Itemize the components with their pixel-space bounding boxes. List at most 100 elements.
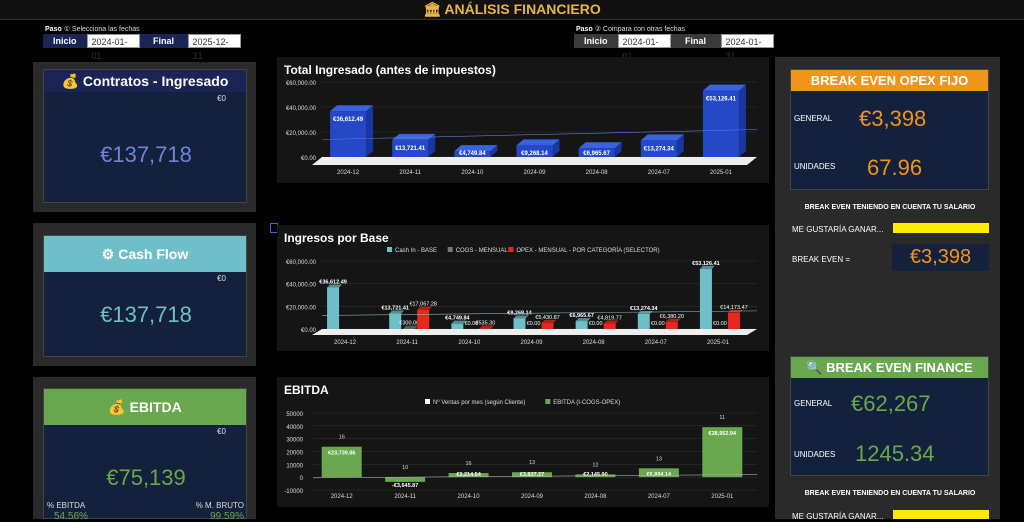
x-tick-label: 2025-01 [711,494,734,500]
bar [604,324,616,329]
step-hint-right: Paso ② Compara con otras fechas [576,25,685,33]
y-tick-label: €0.00 [301,156,317,162]
legend-label: Cash In - BASE [395,248,437,254]
data-label: €53,126.41 [706,97,737,103]
x-tick-label: 2025-01 [710,170,733,176]
opex-units-value: 67.96 [867,155,922,181]
bar-side [739,85,746,157]
count-label: 13 [656,456,662,462]
bar [327,288,339,329]
cashflow-header: ⚙ Cash Flow [44,236,246,272]
compare-start-date-input[interactable]: 2024-01-01 [618,34,671,48]
x-tick-label: 2024-08 [583,340,606,346]
data-label: €2,145.90 [583,472,607,478]
data-label: €0.00 [651,321,665,327]
y-tick-label: €40,000.00 [286,283,317,289]
start-label: Inicio [43,34,87,48]
break-even-salary-value: €3,398 [892,244,989,271]
data-label: €36,612.49 [319,280,347,286]
count-label: 10 [402,465,408,471]
page-title: 🏛 ANÁLISIS FINANCIERO [0,1,1024,18]
date-filter-left: Inicio 2024-01-01 Final 2025-12-31 [43,34,241,48]
cashflow-panel: ⚙ Cash Flow €0 €137,718 [33,223,256,366]
ebitda-svg: Nº Ventas por mes (según Cliente)EBITDA … [277,377,769,507]
data-label: €6,380.20 [660,314,684,320]
step-prefix: Paso [576,26,593,33]
total-ingresado-chart: Total Ingresado (antes de impuestos) €0.… [277,57,769,183]
bar [479,328,491,329]
data-label: €13,274.34 [630,306,658,312]
bar [542,323,554,329]
compare-start-label: Inicio [574,34,618,48]
data-label: €4,749.84 [459,151,486,157]
contratos-compare-value: €0 [217,94,226,103]
chart-floor [312,157,757,165]
cashflow-title: Cash Flow [118,246,188,262]
y-tick-label: €40,000.00 [286,106,317,112]
finance-general-value: €62,267 [851,391,931,417]
ebitda-value: €75,139 [44,465,248,491]
finance-units-value: 1245.34 [855,441,935,467]
want-earn-input-2[interactable] [893,510,989,519]
ebitda-pct-value: 54.56% [54,511,88,522]
data-label: €23,739.86 [328,451,356,457]
step-prefix: Paso [45,26,62,33]
money-bag-icon: 💰 [108,399,125,415]
ebitda-card: 💰 EBITDA €0 €75,139 % EBITDA % M. BRUTO … [43,388,247,519]
finance-general-label: GENERAL [794,399,832,408]
data-label: €0.00 [527,321,541,327]
legend-swatch [545,399,550,404]
break-even-label: BREAK EVEN = [792,255,850,264]
data-label: €0.00 [713,321,727,327]
chart-floor [312,329,757,335]
ebitda-title: EBITDA [130,399,182,415]
bar-top [579,142,622,148]
end-date-input[interactable]: 2025-12-31 [188,34,241,48]
data-label: €36,612.49 [333,117,364,123]
gear-money-icon: ⚙ [102,246,115,262]
data-label: €13,721.41 [381,305,409,311]
x-tick-label: 2025-01 [707,340,730,346]
salary-section-title: BREAK EVEN TENIENDO EN CUENTA TU SALARIO [785,204,995,211]
contratos-header: 💰 Contratos - Ingresado [44,70,246,92]
date-filter-right: Inicio 2024-01-01 Final 2024-01-31 [574,34,774,48]
y-tick-label: €60,000.00 [286,81,317,87]
data-label: €14,173.47 [720,305,748,311]
money-bag-icon: 💰 [62,73,79,89]
start-date-input[interactable]: 2024-01-01 [87,34,140,48]
salary-section-title-2: BREAK EVEN TENIENDO EN CUENTA TU SALARIO [785,490,995,497]
x-tick-label: 2024-09 [520,340,543,346]
data-label: €38,952.94 [709,431,737,437]
x-tick-label: 2024-10 [461,170,484,176]
page-title-text: ANÁLISIS FINANCIERO [444,1,600,17]
count-label: 12 [592,462,598,468]
x-tick-label: 2024-12 [334,340,357,346]
x-tick-label: 2024-07 [648,170,671,176]
cashflow-compare-value: €0 [217,274,226,283]
legend-swatch [425,399,430,404]
want-earn-input[interactable] [893,223,989,233]
y-tick-label: -10000 [284,489,303,495]
compare-end-date-input[interactable]: 2024-01-31 [721,34,774,48]
x-tick-label: 2024-09 [523,170,546,176]
bar [728,313,740,329]
ebitda-compare-value: €0 [217,427,226,436]
bar [666,322,678,329]
y-tick-label: €20,000.00 [286,305,317,311]
x-tick-label: 2024-09 [521,494,544,500]
contratos-value: €137,718 [44,142,248,168]
count-label: 13 [529,460,535,466]
contratos-panel: 💰 Contratos - Ingresado €0 €137,718 [33,62,256,212]
step-two-icon: ② [595,26,601,33]
ebitda-pct-label: % EBITDA [47,501,85,510]
total-ingresado-svg: €0.00€20,000.00€40,000.00€60,000.00€36,6… [277,57,769,183]
end-label: Final [140,34,188,48]
finance-units-label: UNIDADES [794,450,835,459]
bar [576,321,588,329]
y-tick-label: 0 [300,476,304,482]
finance-header: 🔍 BREAK EVEN FINANCE [791,357,988,378]
compare-end-label: Final [671,34,721,48]
data-label: €4,819.77 [597,316,621,322]
y-tick-label: 20000 [286,451,303,457]
legend-swatch [508,247,513,252]
